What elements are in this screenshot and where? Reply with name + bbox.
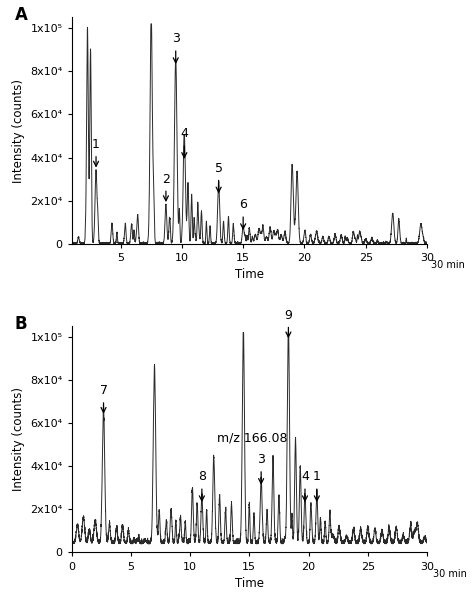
X-axis label: Time: Time: [235, 577, 264, 590]
Text: 4: 4: [181, 127, 188, 158]
Text: 30 min: 30 min: [431, 260, 465, 270]
Text: 7: 7: [100, 384, 108, 413]
Text: 3: 3: [172, 32, 180, 63]
Text: 30 min: 30 min: [433, 568, 467, 578]
Text: 2: 2: [162, 173, 170, 201]
Text: A: A: [15, 6, 27, 24]
X-axis label: Time: Time: [235, 268, 264, 281]
Text: 1: 1: [92, 138, 100, 167]
Y-axis label: Intensity (counts): Intensity (counts): [12, 79, 25, 183]
Text: 8: 8: [198, 470, 206, 501]
Text: 6: 6: [239, 198, 247, 229]
Y-axis label: Intensity (counts): Intensity (counts): [12, 387, 25, 491]
Text: 4: 4: [301, 470, 309, 501]
Text: 1: 1: [313, 470, 321, 501]
Text: 5: 5: [215, 162, 223, 192]
Text: m/z 166.08: m/z 166.08: [217, 432, 288, 445]
Text: B: B: [15, 315, 27, 333]
Text: 9: 9: [284, 309, 292, 337]
Text: 3: 3: [257, 453, 265, 484]
